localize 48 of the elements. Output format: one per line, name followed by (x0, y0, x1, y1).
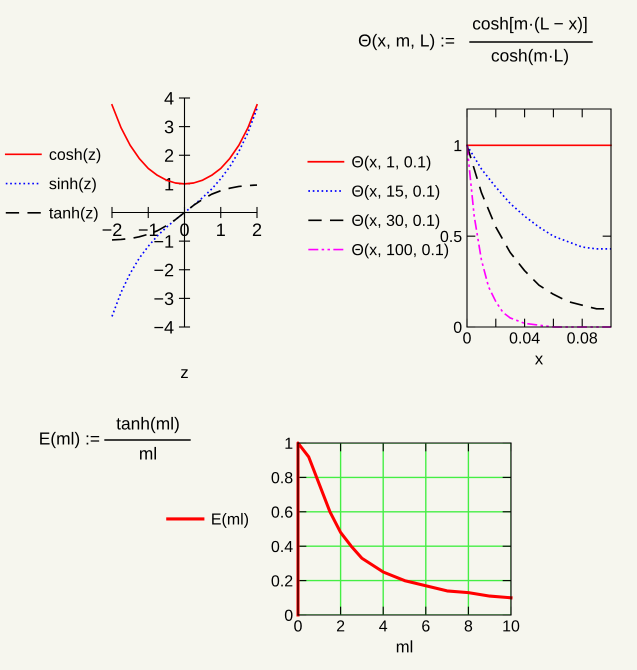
x-tick-label: 6 (422, 620, 430, 632)
legend-label: Θ(x, 100, 0.1) (352, 244, 448, 258)
x-tick-label: 0.04 (510, 332, 540, 344)
y-tick-label: −2 (154, 264, 174, 276)
y-tick-label: 0.6 (272, 506, 292, 518)
y-tick-label: 3 (164, 120, 174, 134)
text: ml (140, 446, 156, 460)
y-tick-label: 1 (454, 140, 462, 152)
legend-label: Θ(x, 1, 0.1) (352, 156, 430, 171)
y-tick-label: 0 (284, 610, 293, 621)
y-tick-label: 0.8 (272, 472, 292, 484)
y-tick-label: −4 (154, 321, 174, 334)
x-tick-label: 4 (379, 620, 388, 632)
y-tick-label: −1 (154, 235, 174, 248)
x-axis-title: ml (396, 640, 412, 652)
x-tick-label: 2 (336, 620, 344, 632)
text: cosh[m·(L − x)] (472, 16, 587, 34)
line-series (466, 144, 612, 250)
y-tick-label: 0.2 (272, 575, 292, 587)
y-tick-label: −3 (154, 292, 174, 306)
x-tick-label: 0 (463, 332, 471, 344)
y-tick-label: 0 (454, 322, 462, 333)
legend-label: Θ(x, 15, 0.1) (352, 185, 440, 200)
x-tick-label: 10 (503, 620, 520, 632)
x-tick-label: 2 (252, 223, 262, 236)
y-tick-label: 2 (164, 149, 174, 162)
x-tick-label: −1 (138, 224, 158, 236)
line-series (296, 441, 513, 617)
x-tick-label: 1 (217, 224, 225, 236)
x-tick-label: 0 (294, 620, 302, 632)
text: cosh(m·L) (492, 48, 568, 66)
y-tick-label: 0.4 (272, 540, 293, 552)
x-tick-label: −2 (102, 223, 122, 236)
legend-label: cosh(z) (50, 148, 100, 164)
legend-label: Θ(x, 30, 0.1) (352, 214, 440, 230)
x-tick-label: 0.08 (567, 332, 598, 344)
legend-label: sinh(z) (49, 178, 96, 192)
text: E(ml) := (40, 432, 100, 448)
x-axis-title: x (535, 356, 543, 364)
y-tick-label: 0.5 (440, 230, 462, 242)
y-tick-label: 1 (285, 438, 292, 449)
x-tick-label: 8 (464, 620, 472, 632)
text: Θ(x, m, L) := (358, 34, 454, 50)
text: tanh(ml) (116, 416, 179, 434)
x-axis-title: z (181, 369, 188, 378)
legend-label: tanh(z) (49, 206, 98, 222)
legend-label: E(ml) (212, 512, 248, 528)
y-tick-label: 4 (164, 92, 174, 105)
